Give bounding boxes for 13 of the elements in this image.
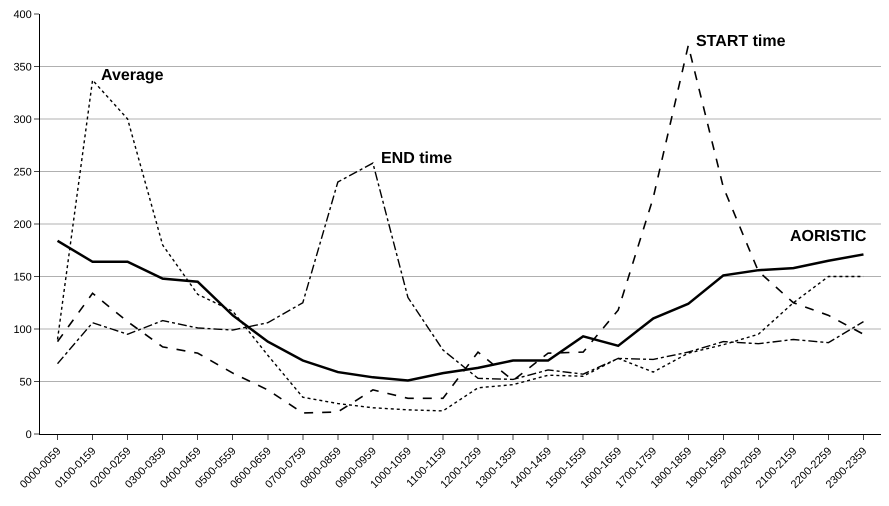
annotation: AORISTIC [790,228,867,245]
y-tick-label: 150 [13,271,32,284]
y-tick-label: 400 [13,8,32,21]
y-tick-label: 250 [13,166,32,178]
annotation: Average [101,67,164,84]
annotation: END time [381,150,452,167]
y-tick-label: 50 [20,376,32,388]
y-tick-label: 100 [13,324,32,336]
y-tick-label: 200 [13,218,32,231]
annotation: START time [696,33,786,50]
y-tick-label: 300 [13,114,32,126]
y-tick-label: 0 [26,428,32,441]
y-tick-label: 350 [13,61,32,74]
